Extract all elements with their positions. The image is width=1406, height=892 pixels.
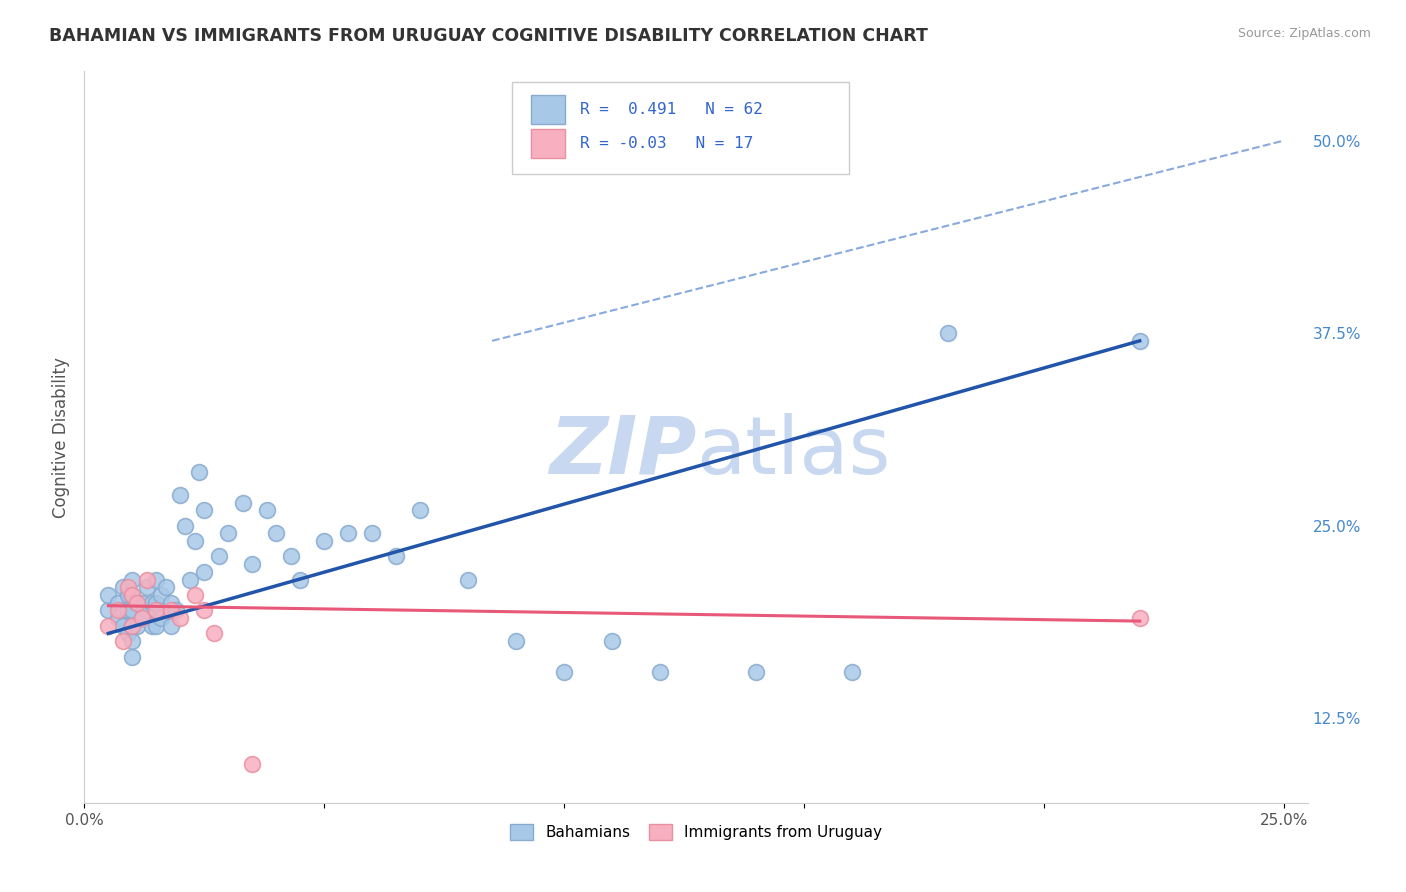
Point — [131, 611, 153, 625]
FancyBboxPatch shape — [531, 95, 565, 124]
Point — [107, 603, 129, 617]
Point — [135, 573, 157, 587]
Point — [107, 596, 129, 610]
Point — [174, 518, 197, 533]
Point — [169, 611, 191, 625]
Point — [117, 603, 139, 617]
Point — [159, 596, 181, 610]
Point — [97, 603, 120, 617]
Point — [121, 649, 143, 664]
Point — [121, 618, 143, 632]
Text: R =  0.491   N = 62: R = 0.491 N = 62 — [579, 102, 762, 117]
Point — [121, 603, 143, 617]
Point — [183, 588, 205, 602]
Text: ZIP: ZIP — [548, 413, 696, 491]
Point — [127, 596, 149, 610]
Point — [193, 603, 215, 617]
Point — [127, 618, 149, 632]
Point — [111, 580, 134, 594]
Point — [121, 573, 143, 587]
Point — [135, 580, 157, 594]
Point — [648, 665, 671, 679]
Point — [256, 503, 278, 517]
Point — [127, 596, 149, 610]
Point — [141, 596, 163, 610]
Point — [183, 534, 205, 549]
Point — [121, 618, 143, 632]
Point — [131, 596, 153, 610]
Point — [155, 580, 177, 594]
Point — [141, 618, 163, 632]
Point — [240, 557, 263, 571]
Point — [409, 503, 432, 517]
Point — [159, 618, 181, 632]
Point — [280, 549, 302, 564]
Point — [111, 618, 134, 632]
Point — [188, 465, 211, 479]
Point — [131, 611, 153, 625]
Point — [240, 757, 263, 772]
Point — [145, 618, 167, 632]
Point — [264, 526, 287, 541]
Point — [97, 588, 120, 602]
Point — [936, 326, 959, 340]
Point — [600, 634, 623, 648]
Point — [121, 588, 143, 602]
Point — [457, 573, 479, 587]
Point — [121, 634, 143, 648]
Point — [361, 526, 384, 541]
Point — [505, 634, 527, 648]
Point — [217, 526, 239, 541]
Point — [1129, 611, 1152, 625]
Point — [145, 603, 167, 617]
Point — [553, 665, 575, 679]
Point — [179, 573, 201, 587]
Point — [202, 626, 225, 640]
FancyBboxPatch shape — [531, 129, 565, 159]
Point — [117, 588, 139, 602]
Point — [97, 618, 120, 632]
Point — [169, 488, 191, 502]
Point — [117, 626, 139, 640]
Y-axis label: Cognitive Disability: Cognitive Disability — [52, 357, 70, 517]
Point — [1129, 334, 1152, 348]
Point — [150, 611, 173, 625]
Point — [232, 495, 254, 509]
Point — [193, 565, 215, 579]
Legend: Bahamians, Immigrants from Uruguay: Bahamians, Immigrants from Uruguay — [505, 818, 887, 847]
Point — [107, 611, 129, 625]
Point — [208, 549, 231, 564]
Text: R = -0.03   N = 17: R = -0.03 N = 17 — [579, 136, 754, 152]
Text: atlas: atlas — [696, 413, 890, 491]
Point — [121, 588, 143, 602]
Point — [165, 603, 187, 617]
Text: Source: ZipAtlas.com: Source: ZipAtlas.com — [1237, 27, 1371, 40]
Point — [337, 526, 360, 541]
Point — [111, 603, 134, 617]
Point — [290, 573, 312, 587]
FancyBboxPatch shape — [513, 82, 849, 174]
Point — [159, 603, 181, 617]
Point — [135, 603, 157, 617]
Point — [111, 634, 134, 648]
Text: BAHAMIAN VS IMMIGRANTS FROM URUGUAY COGNITIVE DISABILITY CORRELATION CHART: BAHAMIAN VS IMMIGRANTS FROM URUGUAY COGN… — [49, 27, 928, 45]
Point — [314, 534, 336, 549]
Point — [841, 665, 863, 679]
Point — [145, 596, 167, 610]
Point — [145, 573, 167, 587]
Point — [117, 580, 139, 594]
Point — [193, 503, 215, 517]
Point — [385, 549, 408, 564]
Point — [745, 665, 768, 679]
Point — [150, 588, 173, 602]
